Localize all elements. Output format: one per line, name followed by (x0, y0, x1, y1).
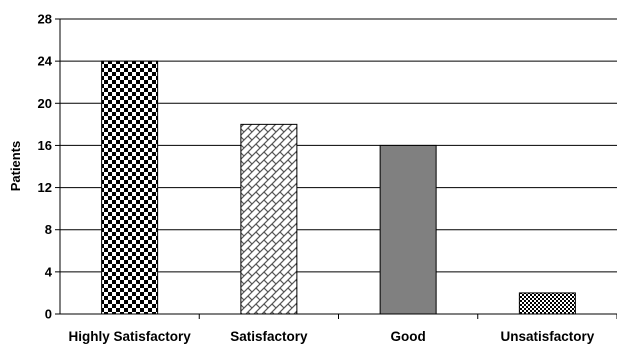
x-category-label: Highly Satisfactory (68, 329, 191, 344)
bar-unsatisfactory (518, 292, 576, 315)
x-category-label: Unsatisfactory (500, 329, 594, 344)
y-tick-label: 8 (45, 222, 52, 237)
y-tick-label: 4 (45, 264, 53, 279)
y-tick-label: 12 (38, 180, 52, 195)
bar-good (379, 144, 437, 315)
bars (101, 60, 576, 315)
y-tick-label: 24 (38, 54, 53, 69)
bar-satisfactory (240, 123, 298, 315)
y-axis-title: Patients (8, 141, 23, 192)
x-category-label: Satisfactory (230, 329, 308, 344)
y-tick-label: 20 (38, 96, 52, 111)
y-tick-label: 16 (38, 138, 52, 153)
labels: 0 4 8 12 16 20 24 28 Highly Satisfactory Satisfac… (38, 12, 595, 344)
x-category-label: Good (391, 329, 426, 344)
bar-highly-satisfactory (101, 60, 159, 315)
y-tick-label: 28 (38, 12, 52, 27)
y-tick-label: 0 (45, 307, 52, 322)
